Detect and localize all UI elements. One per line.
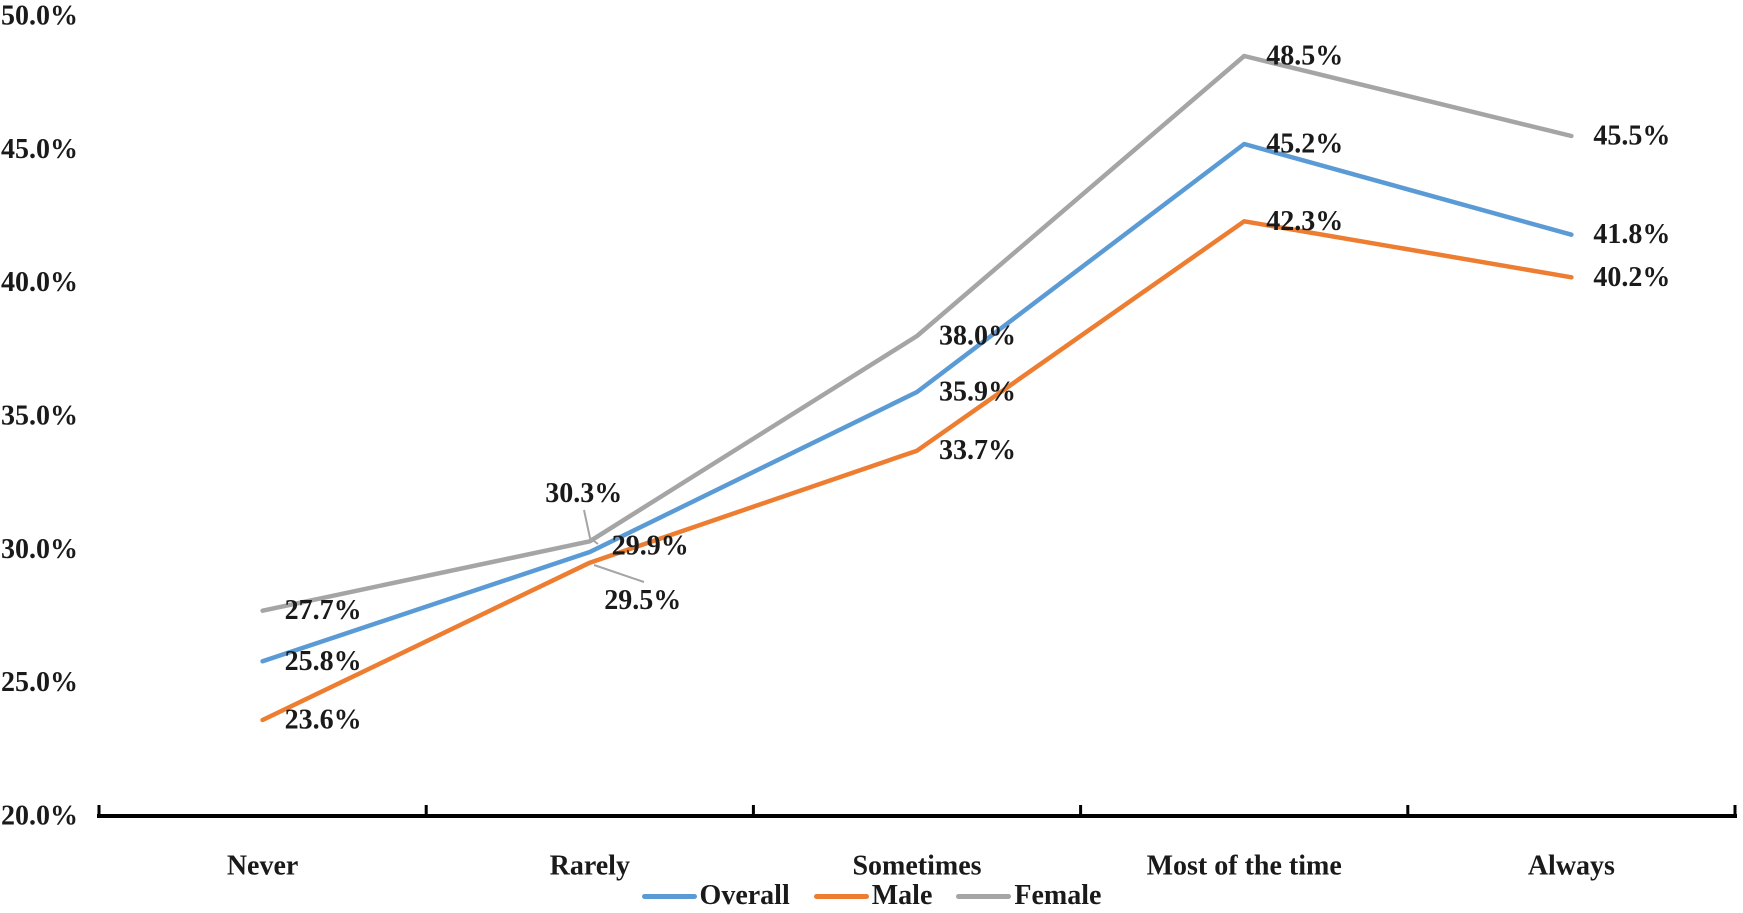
data-point-label: 45.5% (1593, 120, 1670, 151)
data-point-label: 23.6% (285, 704, 362, 735)
data-point-label: 30.3% (545, 478, 622, 509)
legend: Overall Male Female (0, 882, 1743, 910)
y-tick-label: 20.0% (1, 801, 78, 832)
y-tick-label: 40.0% (1, 267, 78, 298)
data-point-label: 29.5% (604, 585, 681, 616)
legend-swatch-male (813, 893, 869, 899)
legend-item-female: Female (956, 882, 1101, 910)
legend-swatch-overall (641, 893, 697, 899)
data-point-label: 42.3% (1266, 206, 1343, 237)
legend-swatch-female (956, 893, 1012, 899)
x-category-label: Rarely (550, 851, 630, 882)
data-point-label: 29.9% (612, 530, 689, 561)
series-line-female (260, 53, 1574, 613)
legend-label-male: Male (871, 880, 933, 911)
y-tick-label: 30.0% (1, 534, 78, 565)
data-point-label: 33.7% (939, 435, 1016, 466)
legend-label-overall: Overall (699, 880, 790, 911)
data-point-label: 27.7% (285, 595, 362, 626)
leader-line (583, 509, 599, 545)
legend-label-female: Female (1014, 880, 1102, 911)
data-point-label: 41.8% (1593, 219, 1670, 250)
data-point-label: 25.8% (285, 646, 362, 677)
x-category-label: Sometimes (852, 851, 981, 882)
y-tick-label: 35.0% (1, 400, 78, 431)
series-line-overall (260, 141, 1574, 664)
legend-item-male: Male (813, 880, 933, 911)
legend-item-overall: Overall (641, 880, 790, 911)
y-tick-label: 25.0% (1, 667, 78, 698)
x-category-label: Always (1528, 851, 1615, 882)
data-point-label: 38.0% (939, 320, 1016, 351)
x-category-label: Most of the time (1147, 851, 1342, 882)
data-point-label: 35.9% (939, 376, 1016, 407)
y-tick-label: 45.0% (1, 134, 78, 165)
data-point-label: 48.5% (1266, 40, 1343, 71)
data-point-label: 40.2% (1593, 262, 1670, 293)
data-point-label: 45.2% (1266, 128, 1343, 159)
leader-line (593, 564, 645, 583)
series-line-male (260, 219, 1574, 723)
x-category-label: Never (227, 851, 299, 882)
y-tick-label: 50.0% (1, 0, 78, 31)
